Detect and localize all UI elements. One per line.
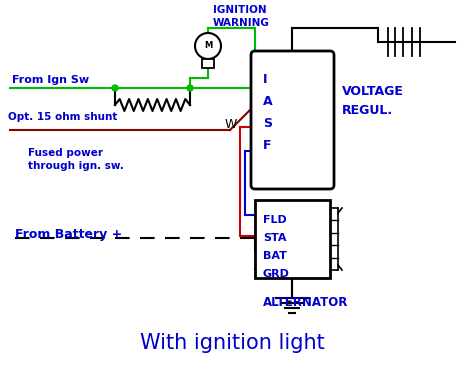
Text: I: I (263, 73, 267, 86)
Circle shape (194, 33, 220, 59)
Text: S: S (263, 117, 271, 130)
Bar (255, 200, 329, 278)
Text: ALTERNATOR: ALTERNATOR (263, 296, 348, 309)
Text: STA: STA (263, 233, 286, 243)
Text: From Battery +: From Battery + (15, 228, 122, 241)
FancyBboxPatch shape (250, 51, 333, 189)
Text: IGNITION
WARNING: IGNITION WARNING (213, 5, 269, 28)
Text: With ignition light: With ignition light (139, 333, 324, 353)
Circle shape (112, 85, 118, 91)
Bar (201, 59, 213, 68)
Text: F: F (263, 139, 271, 152)
Text: FLD: FLD (263, 215, 286, 225)
Text: Fused power
through ign. sw.: Fused power through ign. sw. (28, 148, 124, 171)
Circle shape (187, 85, 193, 91)
Text: From Ign Sw: From Ign Sw (12, 75, 89, 85)
Text: VOLTAGE
REGUL.: VOLTAGE REGUL. (341, 85, 403, 117)
Text: Opt. 15 ohm shunt: Opt. 15 ohm shunt (8, 112, 117, 122)
Text: M: M (203, 42, 212, 50)
Text: BAT: BAT (263, 251, 286, 261)
Text: A: A (263, 95, 272, 108)
Text: GRD: GRD (263, 269, 289, 279)
Text: W: W (225, 118, 237, 131)
